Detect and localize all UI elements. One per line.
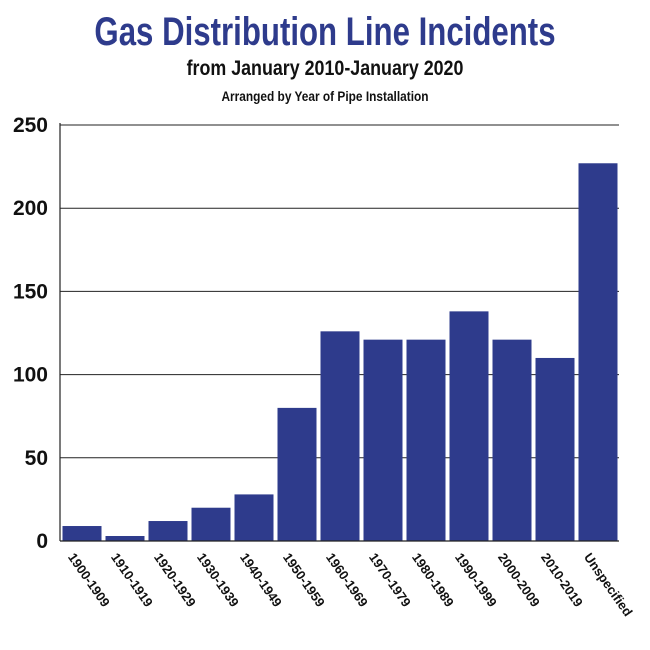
- y-tick-labels: 0 50 100 150 200 250: [13, 114, 48, 553]
- bar-1910-1919: [105, 536, 145, 541]
- chart-subtitle-2: Arranged by Year of Pipe Installation: [221, 89, 429, 104]
- bar-1920-1929: [148, 521, 188, 541]
- x-tick-label: 1970-1979: [366, 550, 414, 610]
- bar-1990-1999: [449, 311, 489, 541]
- x-tick-label: 1910-1919: [108, 550, 156, 610]
- x-tick-label: Unspecified: [581, 550, 636, 619]
- bar-1980-1989: [406, 339, 446, 541]
- bar-1970-1979: [363, 339, 403, 541]
- bar-2010-2019: [535, 357, 575, 541]
- chart-title: Gas Distribution Line Incidents: [94, 10, 556, 54]
- bar-1940-1949: [234, 494, 274, 541]
- chart-subtitle: from January 2010-January 2020: [186, 57, 464, 80]
- y-tick-label: 0: [36, 530, 48, 553]
- x-tick-label: 1900-1909: [65, 550, 113, 610]
- bar-2000-2009: [492, 339, 532, 541]
- axes: [59, 123, 619, 542]
- y-tick-label: 200: [13, 197, 48, 220]
- bar-1900-1909: [62, 526, 102, 541]
- bars: [62, 163, 618, 541]
- x-tick-label: 1960-1969: [323, 550, 371, 610]
- bar-unspecified: [578, 163, 618, 541]
- x-tick-label: 1940-1949: [237, 550, 285, 610]
- y-tick-label: 250: [13, 114, 48, 137]
- bar-1950-1959: [277, 407, 317, 541]
- x-tick-label: 1980-1989: [409, 550, 457, 610]
- bar-1930-1939: [191, 507, 231, 541]
- x-tick-label: 1950-1959: [280, 550, 328, 610]
- y-tick-label: 50: [25, 447, 48, 470]
- x-tick-label: 2000-2009: [495, 550, 543, 610]
- x-tick-label: 2010-2019: [538, 550, 586, 610]
- y-tick-label: 150: [13, 280, 48, 303]
- x-tick-labels: 1900-19091910-19191920-19291930-19391940…: [65, 550, 636, 619]
- x-tick-label: 1990-1999: [452, 550, 500, 610]
- x-tick-label: 1930-1939: [194, 550, 242, 610]
- y-tick-label: 100: [13, 364, 48, 387]
- x-tick-label: 1920-1929: [151, 550, 199, 610]
- bar-1960-1969: [320, 331, 360, 541]
